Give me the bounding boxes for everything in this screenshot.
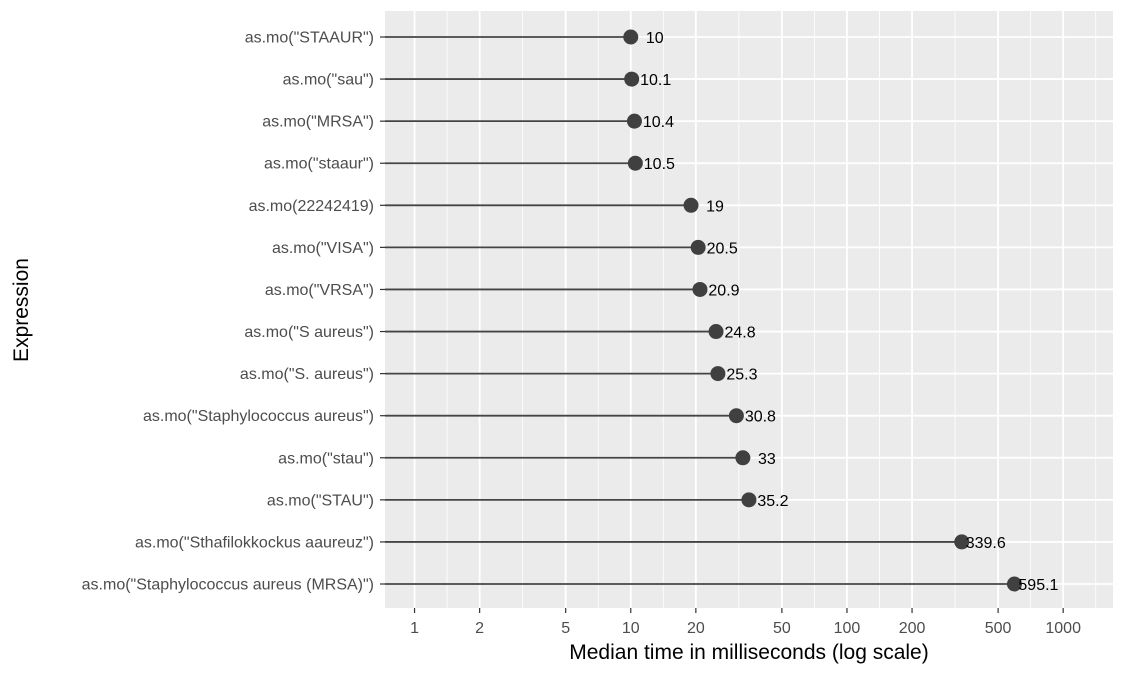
data-point (735, 450, 751, 466)
x-axis: 1 2 5 10 20 50 100 200 500 1000 (410, 608, 1081, 637)
x-tick-label: 5 (561, 620, 570, 637)
y-tick-label: as.mo("MRSA") (262, 114, 374, 131)
data-point (728, 408, 744, 424)
data-point (1006, 576, 1022, 592)
data-label: 339.6 (966, 535, 1006, 552)
x-tick-label: 2 (475, 620, 484, 637)
data-point (683, 197, 699, 213)
y-tick-label: as.mo("VISA") (272, 240, 374, 257)
value-labels: 10 10.1 10.4 10.5 19 20.5 20.9 24.8 25.3 30.8 33 35… (640, 30, 1058, 594)
x-axis-title: Median time in milliseconds (log scale) (569, 641, 928, 664)
data-label: 33 (758, 451, 776, 468)
y-tick-label: as.mo("Sthafilokkockus aaureuz") (135, 534, 374, 551)
y-tick-label: as.mo(22242419) (249, 198, 374, 215)
y-tick-label: as.mo("STAU") (267, 492, 374, 509)
y-tick-label: as.mo("STAAUR") (245, 30, 374, 47)
y-tick-label: as.mo("VRSA") (265, 282, 374, 299)
data-point (624, 71, 640, 87)
x-tick-label: 500 (985, 620, 1012, 637)
data-label: 10.1 (640, 72, 671, 89)
data-label: 10 (646, 30, 664, 47)
data-point (690, 239, 706, 255)
y-tick-label: as.mo("S aureus") (244, 324, 374, 341)
data-label: 20.9 (708, 282, 739, 299)
data-label: 10.4 (643, 114, 674, 131)
data-point (954, 534, 970, 550)
x-tick-label: 50 (773, 620, 791, 637)
y-axis-title: Expression (10, 258, 33, 362)
data-point (623, 29, 639, 45)
data-point (710, 366, 726, 382)
y-axis: as.mo("STAAUR") as.mo("sau") as.mo("MRSA")… (82, 30, 385, 594)
lollipop-stems (385, 36, 1015, 585)
data-point (626, 113, 642, 129)
data-label: 595.1 (1018, 577, 1058, 594)
data-label: 30.8 (745, 409, 776, 426)
data-point (741, 492, 757, 508)
data-label: 35.2 (757, 493, 788, 510)
data-point (627, 155, 643, 171)
data-points (623, 29, 1022, 592)
y-tick-label: as.mo("sau") (283, 72, 374, 89)
data-point (692, 281, 708, 297)
x-tick-label: 100 (834, 620, 861, 637)
x-tick-label: 10 (622, 620, 640, 637)
y-tick-label: as.mo("Staphylococcus aureus") (143, 408, 374, 425)
x-tick-label: 1 (410, 620, 419, 637)
data-label: 10.5 (644, 156, 675, 173)
y-tick-label: as.mo("S. aureus") (240, 366, 374, 383)
y-tick-label: as.mo("staaur") (264, 156, 374, 173)
x-tick-label: 20 (687, 620, 705, 637)
x-tick-label: 200 (899, 620, 926, 637)
data-label: 20.5 (707, 240, 738, 257)
panel-background (385, 11, 1113, 608)
y-tick-label: as.mo("stau") (278, 450, 374, 467)
data-label: 24.8 (724, 325, 755, 342)
data-label: 25.3 (726, 367, 757, 384)
data-label: 19 (706, 198, 724, 215)
x-tick-label: 1000 (1045, 620, 1081, 637)
y-tick-label: as.mo("Staphylococcus aureus (MRSA)") (82, 577, 374, 594)
data-point (708, 324, 724, 340)
